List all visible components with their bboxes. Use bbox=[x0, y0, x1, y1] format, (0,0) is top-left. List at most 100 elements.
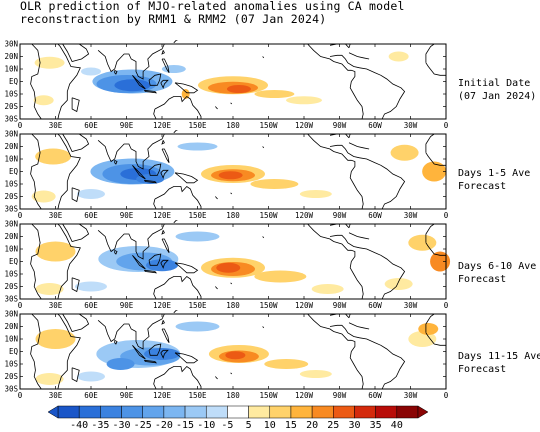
coastline bbox=[148, 253, 162, 266]
x-tick-label: 180 bbox=[226, 301, 240, 310]
coastline bbox=[153, 198, 157, 210]
map-panel-initial: 30N 20N 10N EQ 10S 20S 30S 0 30E 60E 90E 120E 150E 18… bbox=[0, 40, 540, 130]
y-tick-label: EQ bbox=[9, 167, 19, 176]
colorbar-tick-label: -35 bbox=[91, 420, 109, 431]
colorbar-swatch bbox=[248, 405, 271, 419]
positive-anomaly bbox=[248, 327, 277, 338]
coastline bbox=[154, 365, 202, 389]
coastline bbox=[174, 352, 199, 364]
coastline bbox=[215, 196, 218, 200]
positive-anomaly bbox=[430, 251, 451, 272]
coastline bbox=[173, 130, 179, 134]
coastline bbox=[114, 159, 118, 165]
x-tick-label: 30E bbox=[49, 211, 63, 220]
coastline bbox=[161, 148, 170, 164]
coastline bbox=[144, 359, 158, 364]
coastline bbox=[215, 286, 218, 290]
title-line-1: OLR prediction of MJO-related anomalies … bbox=[20, 0, 405, 13]
coastline bbox=[230, 282, 233, 285]
coastline bbox=[329, 324, 406, 390]
figure-title: OLR prediction of MJO-related anomalies … bbox=[20, 0, 460, 26]
x-tick-label: 30E bbox=[49, 301, 63, 310]
colorbar-swatch bbox=[142, 405, 165, 419]
panel-label-line-1: Initial Date bbox=[458, 78, 531, 89]
y-tick-label: 20S bbox=[4, 102, 18, 111]
coastline bbox=[132, 345, 146, 360]
x-tick-label: 60E bbox=[84, 211, 98, 220]
positive-anomaly bbox=[408, 234, 437, 251]
title-line-2: reconstraction by RMM1 & RMM2 (07 Jan 20… bbox=[20, 12, 327, 26]
panel-label: Days 1-5 Ave Forecast bbox=[458, 167, 530, 193]
x-tick-label: 0 bbox=[18, 391, 23, 400]
colorbar-swatch bbox=[227, 405, 249, 419]
coastline bbox=[329, 144, 406, 210]
coastline bbox=[30, 133, 42, 210]
coastline bbox=[153, 288, 157, 300]
coastline bbox=[215, 376, 218, 380]
coastline bbox=[425, 332, 446, 346]
coastline bbox=[144, 89, 158, 94]
colorbar-arrow-left bbox=[47, 405, 59, 419]
coastline bbox=[174, 82, 199, 94]
coastline bbox=[173, 220, 179, 224]
colorbar-swatch bbox=[311, 405, 334, 419]
negative-anomaly bbox=[175, 231, 220, 242]
x-tick-label: 0 bbox=[18, 301, 23, 310]
x-tick-label: 90W bbox=[333, 121, 347, 130]
panel-label-line-2: Forecast bbox=[458, 364, 507, 375]
colorbar-tick-label: 5 bbox=[246, 420, 252, 431]
colorbar-tick-label: -10 bbox=[197, 420, 215, 431]
coastline bbox=[160, 259, 169, 269]
coastline bbox=[161, 140, 165, 145]
colorbar-tick-label: 40 bbox=[391, 420, 403, 431]
negative-anomaly bbox=[114, 79, 151, 92]
positive-anomaly bbox=[35, 283, 64, 295]
panel-label-line-2: Forecast bbox=[458, 274, 507, 285]
colorbar-swatch bbox=[375, 405, 398, 419]
coastline bbox=[97, 223, 165, 260]
positive-anomaly bbox=[218, 171, 243, 180]
coastline bbox=[425, 43, 435, 63]
coastline bbox=[425, 223, 435, 243]
x-tick-label: 30W bbox=[404, 391, 418, 400]
coastline bbox=[307, 43, 364, 120]
colorbar-swatch bbox=[100, 405, 122, 419]
positive-anomaly bbox=[408, 331, 437, 347]
anomaly-layer bbox=[35, 231, 451, 295]
positive-anomaly bbox=[299, 370, 332, 378]
coastline bbox=[307, 313, 364, 390]
coastline bbox=[71, 277, 80, 293]
coastline bbox=[114, 69, 118, 75]
x-tick-label: 150W bbox=[259, 391, 278, 400]
x-tick-label: 90W bbox=[333, 391, 347, 400]
y-tick-label: EQ bbox=[9, 347, 19, 356]
coastline bbox=[71, 367, 80, 383]
coastline bbox=[114, 249, 118, 255]
coastline bbox=[62, 133, 90, 152]
x-tick-label: 180 bbox=[226, 121, 240, 130]
coastline bbox=[97, 43, 165, 80]
coastline bbox=[154, 95, 202, 119]
panel-label: Days 6-10 Ave Forecast bbox=[458, 260, 536, 286]
negative-anomaly bbox=[144, 348, 180, 360]
colorbar-swatch bbox=[163, 405, 186, 419]
coastline bbox=[30, 223, 42, 300]
x-tick-label: 30W bbox=[404, 121, 418, 130]
coastline bbox=[262, 236, 265, 239]
coastline bbox=[153, 378, 157, 390]
coastline bbox=[425, 62, 446, 76]
y-tick-label: 10N bbox=[4, 155, 18, 164]
coastline bbox=[148, 163, 162, 176]
x-tick-label: 120W bbox=[295, 391, 314, 400]
y-tick-label: 30S bbox=[4, 205, 18, 214]
coastline bbox=[173, 310, 179, 314]
positive-anomaly bbox=[311, 284, 344, 294]
coastline bbox=[30, 43, 42, 120]
y-tick-label: 30S bbox=[4, 115, 18, 124]
coastline bbox=[348, 223, 351, 228]
x-tick-label: 60E bbox=[84, 391, 98, 400]
coastline bbox=[57, 43, 81, 120]
coastline bbox=[57, 223, 81, 300]
coastline bbox=[173, 40, 179, 44]
coastline bbox=[230, 372, 233, 375]
